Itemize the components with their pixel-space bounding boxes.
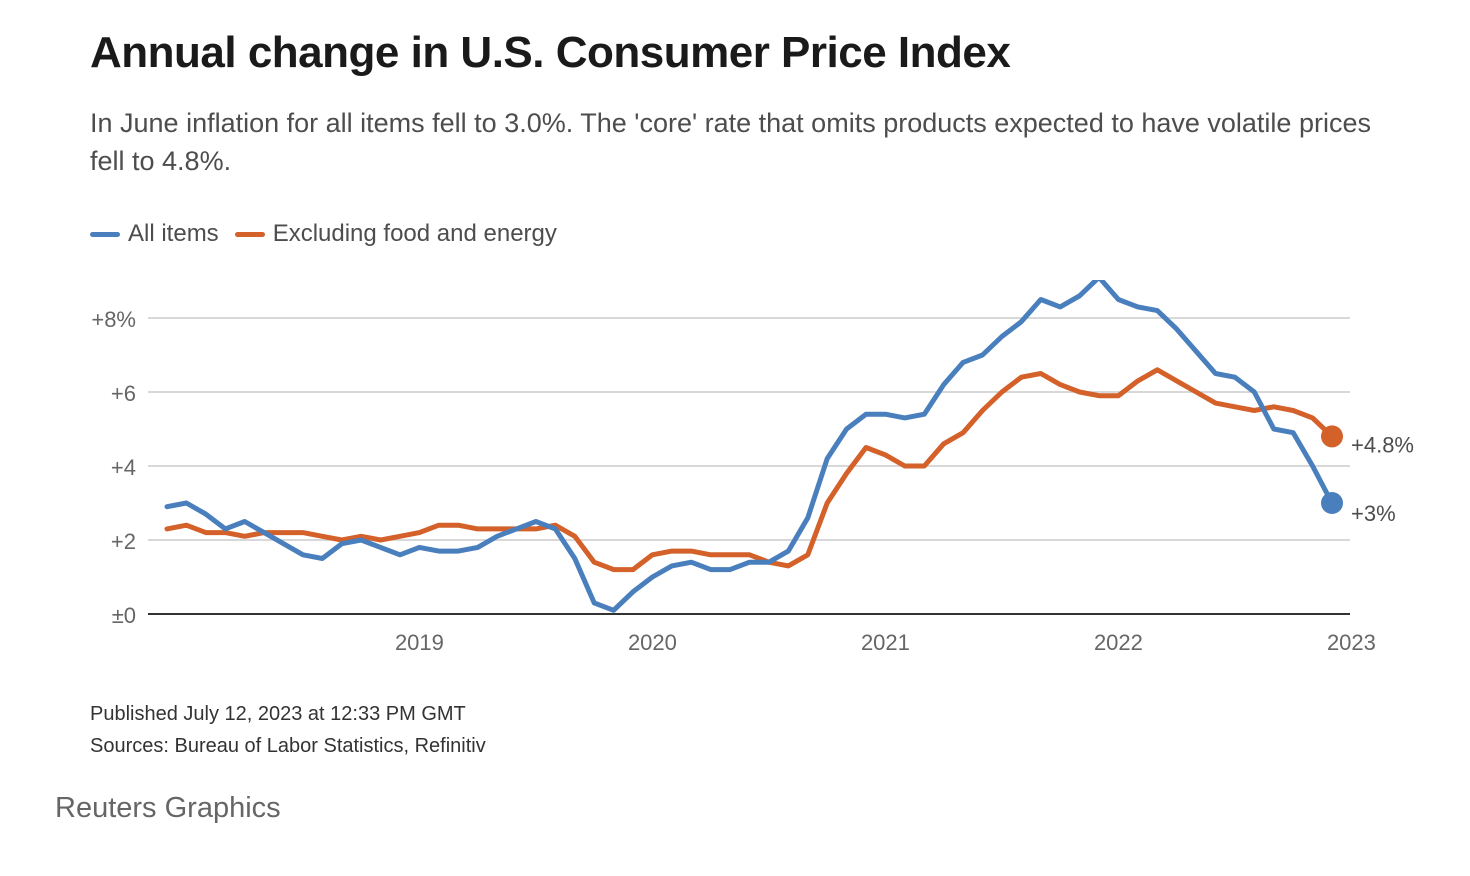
end-label-all-items: +3% — [1351, 501, 1396, 526]
label-layer: +4.8% +3% — [1351, 432, 1414, 526]
series-layer — [164, 280, 1343, 613]
y-tick-label: +4 — [111, 455, 136, 480]
end-label-core: +4.8% — [1351, 432, 1414, 457]
brand-credit: Reuters Graphics — [55, 792, 281, 824]
published-date: Published July 12, 2023 at 12:33 PM GMT — [90, 703, 466, 725]
legend-item-core: Excluding food and energy — [234, 220, 557, 248]
chart-title: Annual change in U.S. Consumer Price Ind… — [90, 28, 1011, 77]
chart-subtitle: In June inflation for all items fell to … — [90, 108, 1371, 176]
x-tick-label: 2019 — [395, 630, 444, 655]
y-tick-label: +2 — [111, 529, 136, 554]
series-line-all-items — [164, 280, 1335, 613]
y-tick-label: ±0 — [112, 603, 136, 628]
y-tick-label: +6 — [111, 381, 136, 406]
series-endpoint-core — [1321, 425, 1343, 448]
legend-item-all-items: All items — [90, 220, 219, 248]
x-tick-label: 2022 — [1094, 630, 1143, 655]
series-endpoint-all-items — [1321, 492, 1343, 514]
y-tick-label: +8% — [91, 307, 136, 332]
legend-swatch-core — [234, 231, 265, 237]
legend-swatch-all-items — [90, 231, 120, 237]
series-line-core — [164, 367, 1335, 573]
chart-footer: Published July 12, 2023 at 12:33 PM GMT … — [90, 698, 486, 762]
x-tick-label: 2020 — [628, 630, 677, 655]
legend-label-core: Excluding food and energy — [272, 220, 557, 247]
legend-label-all-items: All items — [128, 220, 219, 247]
grid-layer — [148, 317, 1350, 541]
x-tick-label: 2023 — [1327, 630, 1376, 655]
axis-layer: ±0 +2 +4 +6 +8% 2019 2020 2021 2022 2023 — [91, 307, 1376, 655]
line-chart: ±0 +2 +4 +6 +8% 2019 2020 2021 2022 2023 +4.8% +3% — [91, 280, 1414, 655]
sources: Sources: Bureau of Labor Statistics, Ref… — [90, 735, 486, 757]
chart-legend: All items Excluding food and energy — [90, 220, 573, 248]
x-tick-label: 2021 — [861, 630, 910, 655]
